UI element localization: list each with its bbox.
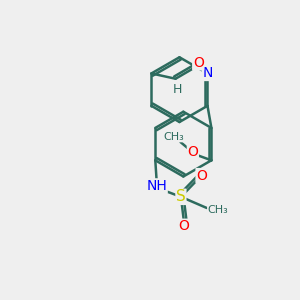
Text: O: O <box>178 219 189 233</box>
Text: S: S <box>176 189 186 204</box>
Text: O: O <box>193 56 204 70</box>
Text: CH₃: CH₃ <box>164 132 184 142</box>
Text: N: N <box>202 66 213 80</box>
Text: H: H <box>173 82 183 95</box>
Text: O: O <box>196 169 207 183</box>
Text: NH: NH <box>146 179 167 193</box>
Text: O: O <box>188 146 198 159</box>
Text: CH₃: CH₃ <box>208 206 228 215</box>
